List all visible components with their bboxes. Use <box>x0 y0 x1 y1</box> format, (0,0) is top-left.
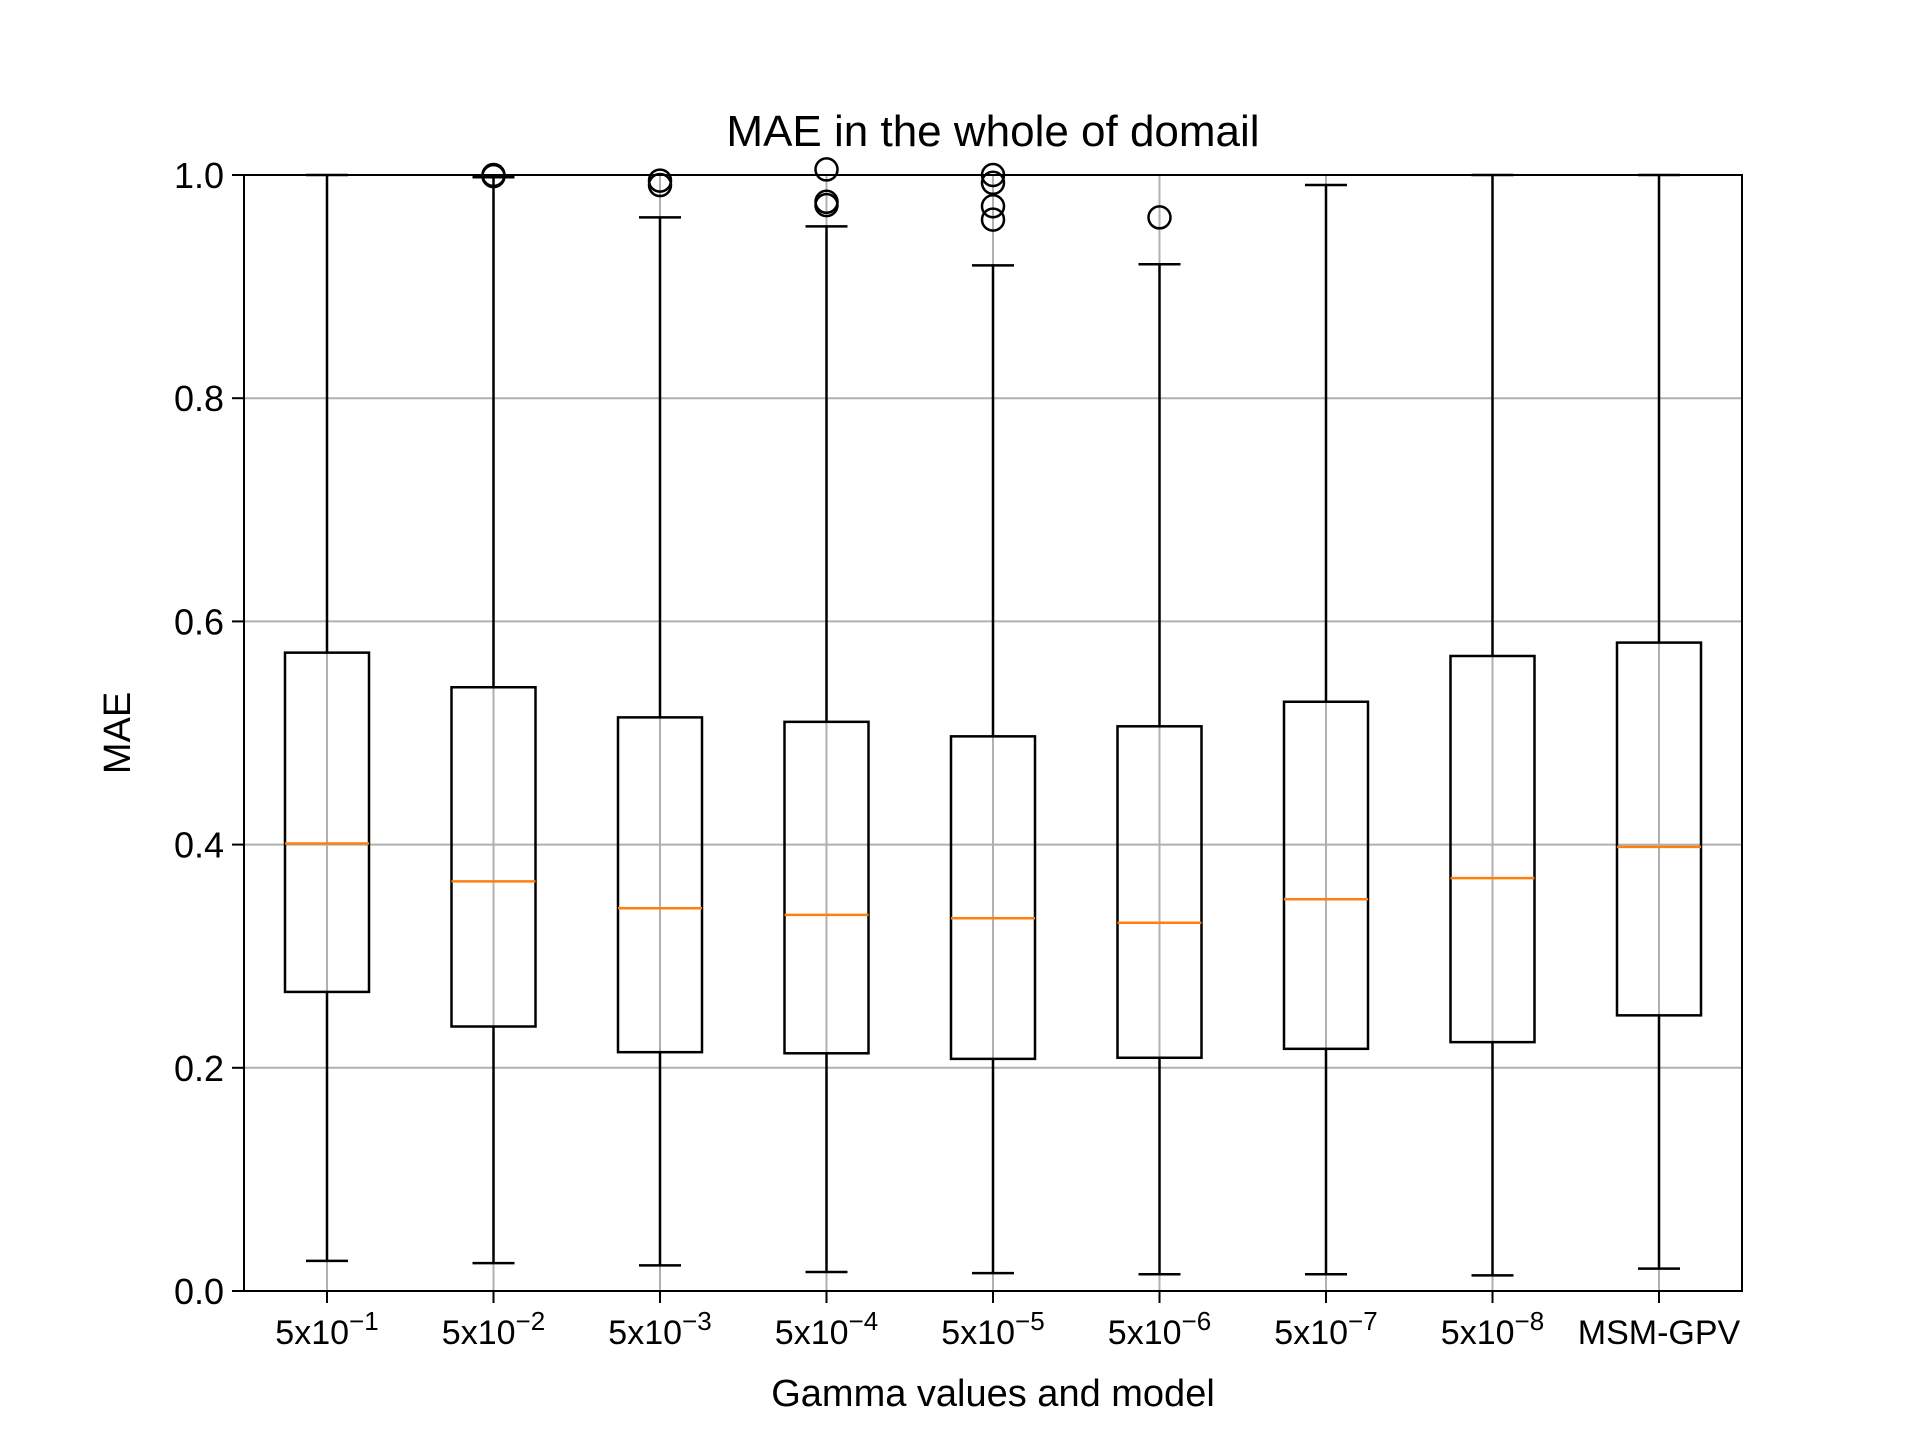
x-tick-label-base: 5x10 <box>608 1314 682 1352</box>
iqr-box <box>949 735 1037 1061</box>
x-tick-label-base: 5x10 <box>1108 1314 1182 1352</box>
x-axis-label: Gamma values and model <box>771 1373 1215 1415</box>
x-tick-label: 5x10−4 <box>775 1306 878 1352</box>
iqr-box <box>1449 654 1536 1044</box>
y-tick-label: 0.4 <box>174 825 224 866</box>
iqr-box <box>783 720 870 1055</box>
box-group <box>1282 183 1370 1276</box>
x-tick-label-exponent: −2 <box>516 1306 546 1336</box>
x-tick-label-base: 5x10 <box>275 1314 349 1352</box>
x-tick-label-base: 5x10 <box>442 1314 516 1352</box>
x-tick-label: 5x10−8 <box>1441 1306 1544 1352</box>
box-group <box>450 162 537 1265</box>
outlier-point <box>647 168 673 193</box>
x-tick-label: 5x10−3 <box>608 1306 711 1352</box>
x-tick-label-base: 5x10 <box>1274 1314 1348 1352</box>
x-tick-label-base: MSM-GPV <box>1578 1314 1741 1352</box>
y-axis-label: MAE <box>97 692 139 774</box>
x-tick-label: 5x10−7 <box>1274 1306 1377 1352</box>
outlier-point <box>814 189 839 215</box>
x-tick-label: 5x10−2 <box>442 1306 545 1352</box>
outlier-point <box>980 193 1006 219</box>
y-tick-label: 0.6 <box>174 601 224 642</box>
y-tick-label: 0.8 <box>174 378 224 419</box>
x-tick-label-exponent: −3 <box>682 1306 712 1336</box>
x-tick-label-base: 5x10 <box>775 1314 849 1352</box>
x-tick-label-base: 5x10 <box>941 1314 1015 1352</box>
iqr-box <box>1282 700 1370 1051</box>
x-tick-label: 5x10−5 <box>941 1306 1044 1352</box>
outlier-point <box>980 170 1006 196</box>
box-group <box>1116 205 1203 1276</box>
box-group <box>616 168 704 1267</box>
x-tick-label-exponent: −6 <box>1182 1306 1212 1336</box>
x-tick-label-exponent: −5 <box>1015 1306 1045 1336</box>
iqr-box <box>616 716 704 1054</box>
iqr-box <box>450 685 537 1028</box>
box-group <box>1615 173 1703 1270</box>
x-tick-label-exponent: −1 <box>349 1306 379 1336</box>
outlier-point <box>980 207 1006 232</box>
x-tick-label: 5x10−6 <box>1108 1306 1211 1352</box>
x-tick-label-exponent: −4 <box>849 1306 879 1336</box>
y-tick-label: 1.0 <box>174 155 224 196</box>
chart-title: MAE in the whole of domail <box>726 107 1259 156</box>
y-tick-label: 0.0 <box>174 1271 224 1312</box>
y-tick-label: 0.2 <box>174 1048 224 1089</box>
x-tick-label-exponent: −7 <box>1348 1306 1378 1336</box>
box-group <box>783 157 870 1274</box>
x-tick-label-exponent: −8 <box>1515 1306 1545 1336</box>
iqr-box <box>1615 641 1703 1017</box>
x-tick-label: 5x10−1 <box>275 1306 378 1352</box>
x-tick-label-base: 5x10 <box>1441 1314 1515 1352</box>
iqr-box <box>283 651 371 994</box>
iqr-box <box>1116 725 1203 1060</box>
boxes-layer <box>283 157 1703 1277</box>
x-tick-label: MSM-GPV <box>1578 1314 1741 1352</box>
outlier-point <box>814 157 839 182</box>
outlier-point <box>1147 205 1172 230</box>
